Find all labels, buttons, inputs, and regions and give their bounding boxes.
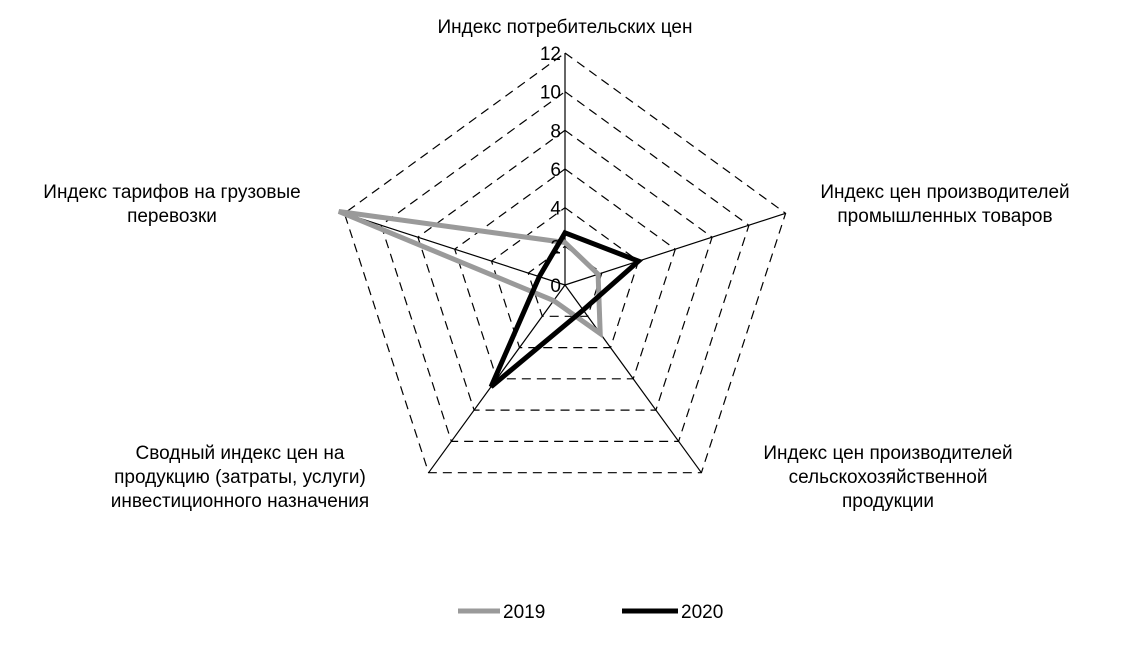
axis-label-line: продукцию (затраты, услуги) [114,467,366,488]
spoke-4 [344,212,566,286]
series-line-2020 [488,229,644,389]
grid-ring-10 [380,90,750,442]
grid-ring-6 [453,168,677,380]
axis-label-line: Индекс тарифов на грузовые [43,182,300,203]
axis-label-2: Индекс цен производителей сельскохозяйств… [763,443,1012,512]
radar-spokes [344,53,786,474]
legend-label-2019: 2019 [503,602,545,623]
radial-tick-labels: 0 2 4 6 8 10 12 [540,44,562,297]
legend-label-2020: 2020 [681,602,723,623]
tick-label-8: 8 [550,121,561,142]
tick-label-2: 2 [550,237,561,258]
legend-item-2020: 2020 [622,602,723,623]
radar-grid [343,52,787,474]
axis-label-0: Индекс потребительских цен [437,17,692,38]
axis-label-line: Сводный индекс цен на [135,443,344,464]
tick-label-12: 12 [540,44,561,65]
axis-label-3: Сводный индекс цен на продукцию (затраты,… [111,443,369,512]
axis-label-line: Индекс цен производителей [763,443,1012,464]
tick-label-6: 6 [550,160,561,181]
axis-label-line: продукции [842,491,934,512]
axis-label-line: перевозки [127,206,217,227]
axis-label-line: инвестиционного назначения [111,491,369,512]
spoke-1 [564,212,786,286]
radar-series [337,209,644,389]
axis-label-line: Индекс цен производителей [820,182,1069,203]
axis-labels: Индекс потребительских цен Индекс цен про… [43,17,1069,512]
tick-label-10: 10 [540,83,561,104]
grid-ring-12 [343,52,787,474]
grid-ring-4 [490,206,640,349]
axis-label-4: Индекс тарифов на грузовые перевозки [43,182,300,227]
axis-label-line: промышленных товаров [837,206,1052,227]
spoke-2 [564,284,702,474]
tick-label-0: 0 [550,276,561,297]
axis-label-line: Индекс потребительских цен [437,17,692,38]
tick-label-4: 4 [550,199,561,220]
axis-label-line: сельскохозяйственной [789,467,988,488]
legend-item-2019: 2019 [458,602,545,623]
grid-ring-8 [417,129,713,411]
axis-label-1: Индекс цен производителей промышленных то… [820,182,1069,227]
legend: 2019 2020 [458,602,723,623]
